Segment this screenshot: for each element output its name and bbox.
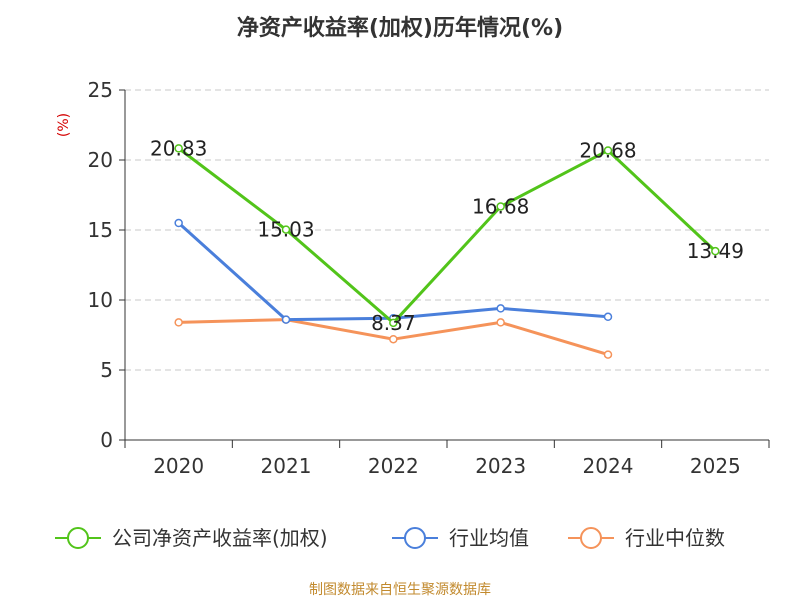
data-point	[174, 218, 183, 228]
data-point	[389, 334, 398, 344]
series-layer	[174, 144, 720, 359]
x-tick-label: 2020	[153, 454, 204, 478]
data-label: 16.68	[472, 194, 529, 218]
data-point	[496, 304, 505, 313]
data-point	[603, 146, 613, 155]
legend-item: 公司净资产收益率(加权)	[55, 526, 328, 550]
legend-marker	[580, 527, 602, 549]
legend-item: 行业均值	[392, 526, 529, 550]
legend: 公司净资产收益率(加权) 行业均值 行业中位数	[55, 526, 725, 550]
data-label: 15.03	[257, 218, 314, 242]
x-tick-label: 2025	[690, 454, 741, 478]
data-point	[389, 318, 398, 328]
y-tick-label: 10	[88, 288, 113, 312]
series-line	[177, 221, 609, 322]
data-point	[281, 225, 291, 234]
data-point	[603, 312, 613, 322]
data-label: 8.37	[371, 311, 416, 335]
series-1	[174, 218, 613, 324]
data-point	[496, 202, 505, 211]
data-labels: 20.83 15.03 8.37 16.68 20.68 13.49	[150, 136, 744, 334]
series-0	[174, 144, 720, 328]
legend-label: 公司净资产收益率(加权)	[112, 526, 328, 550]
source-note: 制图数据来自恒生聚源数据库	[309, 582, 491, 598]
legend-marker	[67, 527, 89, 549]
y-axis-label: (%)	[56, 113, 72, 137]
y-tick-label: 25	[88, 78, 113, 102]
legend-item: 行业中位数	[568, 526, 725, 550]
x-tick-label: 2022	[368, 454, 419, 478]
x-tick-label: 2021	[261, 454, 312, 478]
legend-label: 行业均值	[449, 526, 529, 550]
data-point	[281, 315, 291, 324]
data-point	[603, 350, 613, 359]
y-tick-label: 20	[88, 148, 113, 172]
data-label: 13.49	[687, 239, 744, 263]
data-point	[174, 318, 183, 327]
data-point	[174, 144, 183, 153]
y-tick-label: 0	[100, 428, 113, 452]
chart-title: 净资产收益率(加权)历年情况(%)	[237, 15, 563, 41]
gridlines	[125, 89, 769, 371]
legend-label: 行业中位数	[625, 526, 725, 550]
y-tick-label: 5	[100, 358, 113, 382]
y-tick-label: 15	[88, 218, 113, 242]
data-label: 20.68	[579, 138, 636, 162]
legend-marker	[404, 527, 426, 549]
data-label: 20.83	[150, 136, 207, 160]
series-line	[177, 147, 717, 325]
x-tick-label: 2023	[475, 454, 526, 478]
x-tick-label: 2024	[583, 454, 634, 478]
data-point	[496, 318, 505, 327]
data-point	[711, 246, 720, 256]
